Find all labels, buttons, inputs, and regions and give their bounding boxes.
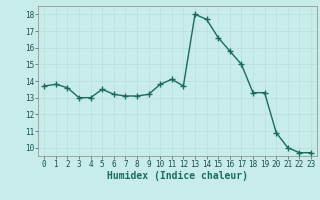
X-axis label: Humidex (Indice chaleur): Humidex (Indice chaleur) xyxy=(107,171,248,181)
